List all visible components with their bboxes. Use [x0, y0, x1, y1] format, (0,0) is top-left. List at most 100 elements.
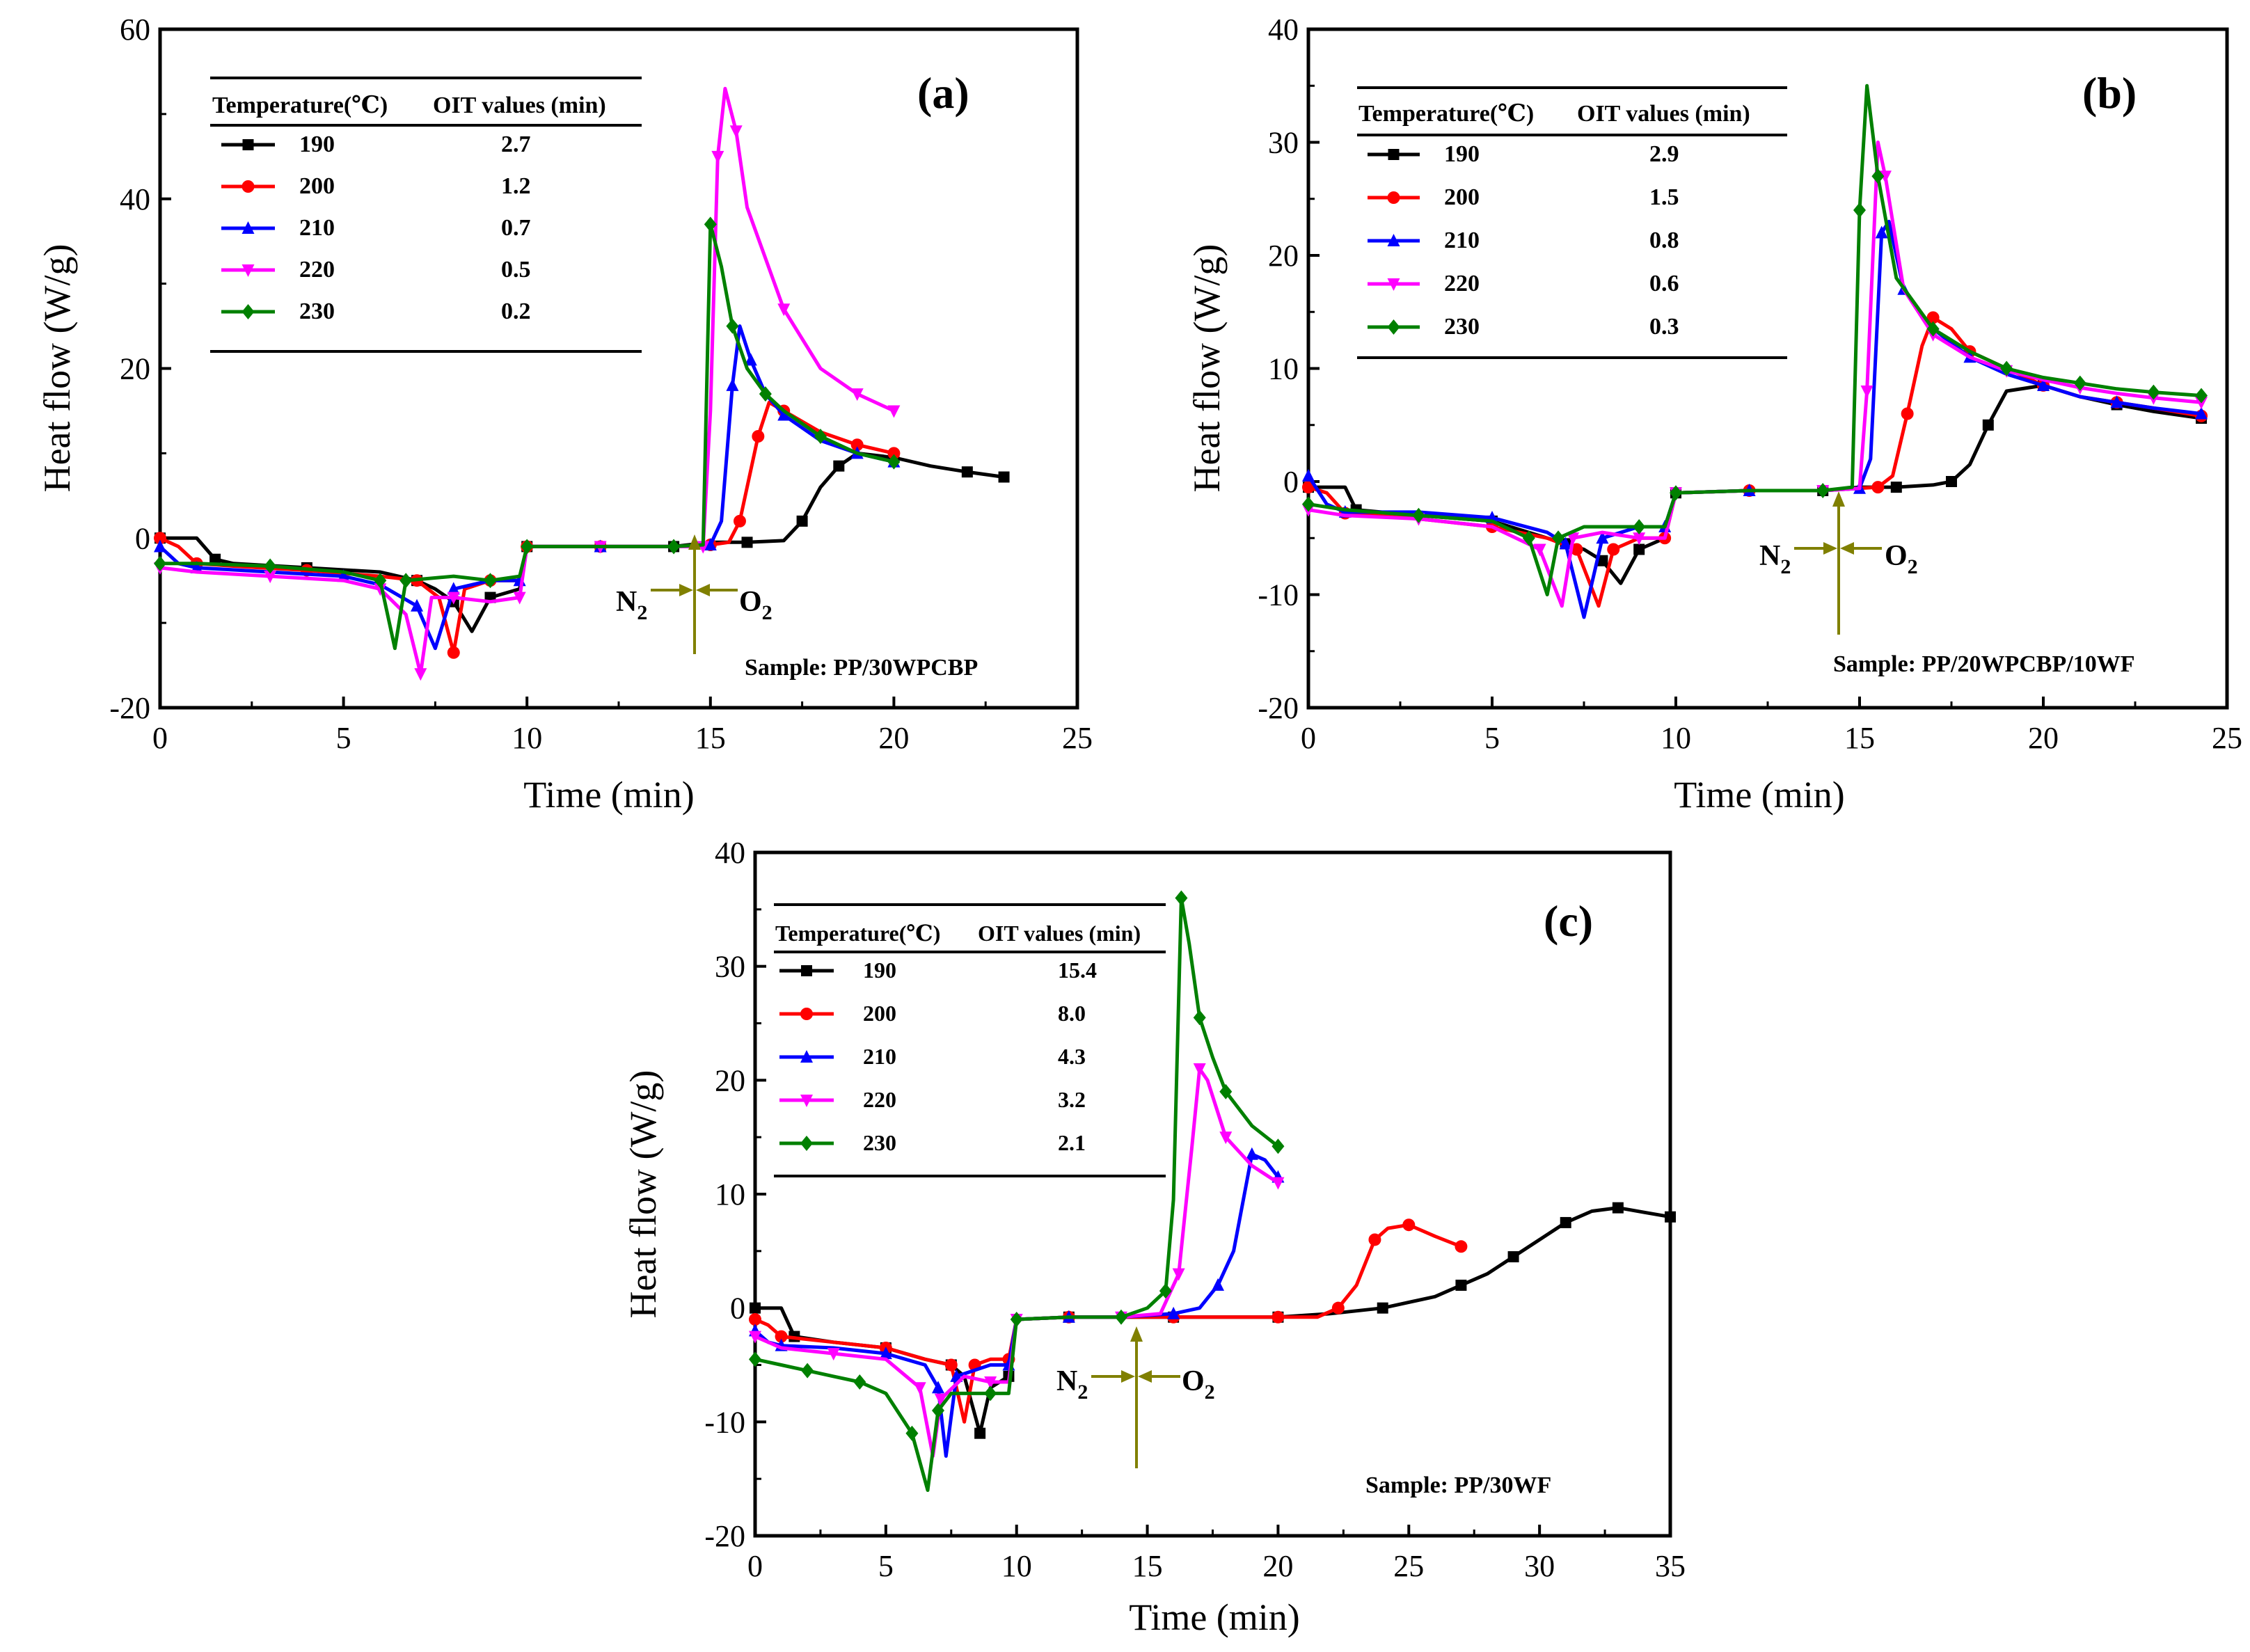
data-point-210 [411, 598, 424, 612]
data-point-230 [154, 555, 166, 571]
y-axis-label: Heat flow (W/g) [622, 1070, 664, 1319]
data-point-200 [1271, 1310, 1285, 1324]
gas-switch-arrow-left [1840, 542, 1854, 555]
data-point-230 [264, 558, 277, 574]
data-point-230 [2073, 375, 2086, 391]
data-point-230 [1159, 1283, 1172, 1299]
data-point-230 [1816, 483, 1830, 498]
data-layer [154, 86, 1010, 681]
legend: Temperature(℃) OIT values (min) 190 2.7 20… [210, 77, 642, 353]
data-point-230 [1871, 168, 1885, 184]
x-tick-label: 0 [152, 721, 168, 755]
data-point-230 [704, 216, 717, 232]
data-point-200 [944, 1358, 958, 1372]
legend-swatch-marker [800, 1136, 813, 1151]
data-point-220 [414, 668, 427, 681]
legend-oit-value: 0.8 [1649, 228, 1679, 253]
gas-n2-sub: 2 [1077, 1381, 1088, 1404]
series-line-190 [160, 451, 1004, 633]
series-line-220 [1308, 141, 2202, 608]
data-point-190 [1560, 1216, 1571, 1228]
data-point-210 [1302, 468, 1315, 482]
legend-oit-value: 15.4 [1058, 958, 1097, 983]
x-tick-label: 15 [695, 721, 726, 755]
data-point-210 [704, 538, 717, 550]
data-point-190 [1455, 1279, 1467, 1291]
data-point-230 [1853, 202, 1866, 218]
y-tick-label: 20 [1268, 239, 1299, 273]
legend-temperature: 200 [863, 1001, 896, 1026]
x-tick-label: 0 [1301, 721, 1316, 755]
data-point-210 [744, 353, 757, 366]
data-point-190 [1890, 482, 1902, 493]
data-point-200 [1607, 543, 1620, 556]
y-tick-label: -20 [109, 691, 150, 725]
data-point-230 [759, 386, 772, 402]
data-point-200 [1455, 1240, 1468, 1253]
data-point-210 [932, 1381, 944, 1394]
y-tick-label: 40 [120, 182, 150, 216]
series-line-200 [159, 400, 894, 655]
legend-swatch-marker [1388, 149, 1400, 160]
legend-temperature: 210 [863, 1044, 896, 1069]
y-tick-label: -20 [1258, 691, 1299, 725]
data-point-230 [887, 454, 901, 470]
gas-switch-arrow-left [1138, 1370, 1152, 1383]
gas-switch-arrow-up [688, 534, 701, 550]
data-point-210 [777, 408, 791, 421]
legend-temperature: 220 [1444, 271, 1480, 296]
data-point-220 [729, 125, 743, 138]
data-point-220 [827, 1348, 840, 1361]
data-point-230 [1115, 1309, 1127, 1325]
series-line-210 [754, 1152, 1280, 1458]
legend-temperature: 230 [863, 1130, 896, 1155]
y-tick-label: -20 [704, 1519, 745, 1553]
legend-oit-value: 2.9 [1649, 141, 1679, 167]
data-point-190 [1612, 1202, 1624, 1214]
data-point-220 [1860, 386, 1873, 398]
data-point-210 [1559, 537, 1572, 550]
data-point-220 [887, 405, 901, 418]
data-point-210 [447, 582, 460, 595]
legend: Temperature(℃) OIT values (min) 190 2.9 20… [1357, 86, 1787, 359]
gas-switch-arrow-right [1823, 542, 1837, 555]
data-point-230 [667, 539, 681, 555]
data-point-230 [905, 1425, 919, 1441]
legend-oit-value: 0.3 [1649, 314, 1679, 340]
data-point-220 [850, 388, 864, 402]
gas-o2-main: O [1182, 1365, 1205, 1397]
gas-o2-sub: 2 [1908, 555, 1918, 578]
gas-o2-sub: 2 [762, 601, 773, 624]
data-point-200 [1368, 1233, 1381, 1246]
gas-switch-annotation: N2 O2 [616, 534, 773, 654]
data-point-220 [447, 591, 460, 605]
x-tick-label: 20 [878, 721, 909, 755]
sample-label: Sample: PP/30WPCBP [745, 655, 978, 681]
legend-oit-value: 0.2 [501, 299, 531, 324]
data-point-210 [1875, 225, 1888, 239]
data-point-210 [2037, 378, 2050, 391]
gas-n2-main: N [1056, 1365, 1077, 1397]
data-point-200 [1570, 543, 1583, 556]
y-tick-label: -10 [704, 1405, 745, 1439]
legend-oit-value: 3.2 [1058, 1087, 1086, 1112]
data-point-220 [1219, 1131, 1233, 1145]
legend-header-temperature: Temperature(℃) [212, 93, 388, 118]
legend-swatch-marker [801, 965, 812, 976]
data-point-230 [521, 539, 534, 555]
panel-label: (b) [2082, 68, 2137, 118]
data-point-190 [1633, 543, 1645, 555]
legend-temperature: 230 [299, 299, 335, 324]
legend-temperature: 190 [299, 132, 335, 157]
data-point-190 [1946, 476, 1957, 487]
panel-c: 0 5 10 15 20 25 30 35 -20 -10 0 10 20 30 40 Temperatur… [622, 836, 1686, 1638]
data-point-220 [1567, 532, 1580, 546]
x-axis-label: Time (min) [1129, 1596, 1300, 1638]
data-point-200 [1302, 481, 1315, 494]
legend-swatch-marker [1387, 191, 1400, 204]
data-point-220 [934, 1393, 947, 1406]
data-point-220 [513, 591, 526, 605]
data-point-190 [998, 471, 1010, 483]
sample-label: Sample: PP/30WF [1365, 1472, 1551, 1498]
